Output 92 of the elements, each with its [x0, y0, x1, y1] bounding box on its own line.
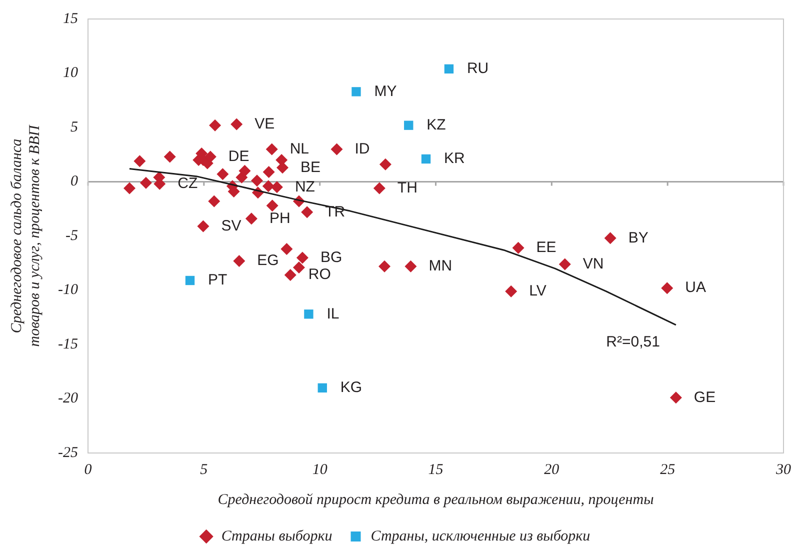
annotation: ID	[354, 140, 370, 158]
y-tick-label: 5	[70, 119, 78, 136]
annotation: KG	[340, 379, 362, 396]
annotation: MN	[428, 258, 452, 275]
annotation: IL	[326, 305, 340, 322]
x-tick-label: 25	[660, 462, 676, 478]
point	[284, 269, 296, 282]
annotation: BG	[320, 248, 342, 266]
point	[134, 155, 146, 168]
annotation: GE	[694, 388, 716, 406]
y-axis-title: Среднегодовое сальдо баланса товаров и услуг, процентов к ВВП	[8, 124, 43, 347]
x-tick-label: 20	[544, 462, 560, 478]
x-tick-label: 10	[312, 462, 328, 478]
annotation: TH	[397, 179, 418, 196]
annotation: VE	[254, 115, 275, 132]
annotation: NL	[290, 140, 310, 158]
point	[270, 181, 283, 194]
annotation: PT	[208, 272, 228, 289]
point	[123, 182, 136, 194]
point	[512, 242, 524, 254]
x-tick-label: 0	[84, 462, 92, 478]
annotation: CZ	[178, 175, 198, 192]
x-tick-label: 15	[428, 462, 444, 478]
point	[208, 195, 220, 208]
annotation: TR	[325, 203, 346, 220]
point	[301, 206, 314, 218]
legend-label: Страны выборки	[221, 528, 332, 544]
annotation: VN	[582, 255, 604, 272]
point	[404, 120, 414, 130]
y-tick-label: -15	[58, 336, 78, 352]
point	[404, 260, 417, 272]
annotation: KZ	[426, 116, 446, 134]
point	[292, 261, 305, 274]
y-tick-label: -20	[58, 390, 78, 407]
annotation: EG	[257, 252, 279, 270]
point	[238, 164, 251, 177]
annotation: R²=0,51	[606, 333, 660, 350]
point	[661, 282, 674, 294]
legend-label: Страны, исключенные из выборки	[370, 528, 590, 544]
annotation: UA	[685, 279, 706, 296]
point	[421, 154, 431, 164]
point	[185, 276, 195, 286]
point	[262, 166, 275, 178]
point	[251, 174, 264, 187]
annotation: RO	[308, 266, 331, 284]
point	[296, 252, 308, 264]
annotation: KR	[444, 150, 466, 168]
point	[164, 150, 176, 163]
point	[318, 383, 327, 392]
point	[216, 168, 229, 180]
y-tick-label: 15	[62, 10, 78, 27]
y-tick-label: 10	[62, 65, 78, 82]
x-axis-title: Среднегодовой прирост кредита в реальном выражении, проценты	[218, 492, 654, 508]
point	[352, 87, 361, 96]
point	[604, 232, 616, 244]
point	[233, 254, 246, 267]
annotation: BE	[300, 158, 321, 176]
point	[670, 392, 682, 404]
annotation: MY	[374, 82, 397, 100]
point	[204, 150, 216, 163]
annotation: RU	[466, 60, 489, 78]
y-tick-label: -5	[65, 228, 78, 244]
point	[505, 285, 518, 298]
point	[245, 212, 258, 225]
annotation: NZ	[294, 178, 315, 196]
point	[266, 200, 278, 212]
annotation: PH	[269, 210, 290, 227]
annotation: LV	[529, 282, 546, 300]
annotation: SV	[221, 217, 242, 234]
point	[304, 310, 314, 319]
point	[262, 180, 274, 192]
point	[378, 260, 391, 272]
annotation: DE	[228, 148, 250, 165]
point	[266, 143, 278, 156]
point	[276, 162, 289, 174]
y-tick-label: -10	[58, 282, 78, 298]
annotation: EE	[536, 239, 556, 256]
point	[373, 182, 386, 194]
point	[280, 243, 293, 256]
point	[209, 119, 222, 132]
x-tick-label: 30	[775, 462, 792, 478]
point	[197, 220, 210, 232]
x-tick-label: 5	[200, 462, 208, 478]
y-tick-label: 0	[70, 174, 78, 190]
point	[379, 158, 392, 170]
point	[558, 258, 571, 270]
point	[330, 143, 343, 156]
point	[230, 118, 243, 130]
point	[140, 176, 152, 189]
y-tick-label: -25	[58, 444, 78, 461]
annotation: BY	[628, 229, 648, 246]
point	[444, 64, 454, 74]
